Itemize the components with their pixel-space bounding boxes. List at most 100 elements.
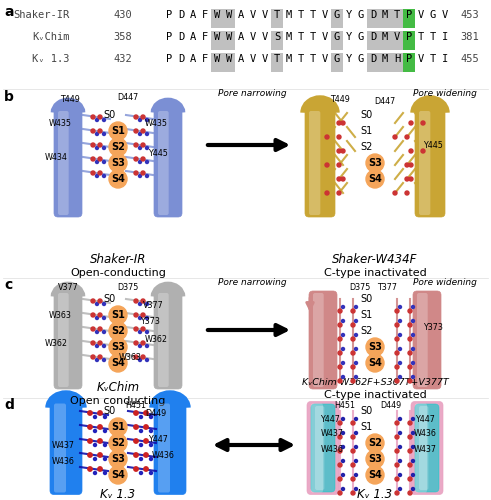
Text: V: V bbox=[262, 54, 268, 64]
Circle shape bbox=[355, 376, 357, 378]
Circle shape bbox=[145, 132, 148, 136]
FancyBboxPatch shape bbox=[271, 31, 283, 50]
Text: W363: W363 bbox=[118, 352, 141, 362]
Circle shape bbox=[355, 474, 357, 476]
Text: A: A bbox=[190, 54, 196, 64]
Text: V: V bbox=[418, 54, 424, 64]
Text: G: G bbox=[430, 10, 436, 20]
Text: V: V bbox=[250, 32, 256, 42]
Circle shape bbox=[134, 299, 138, 303]
Text: S1: S1 bbox=[361, 126, 373, 136]
Circle shape bbox=[395, 477, 399, 481]
Circle shape bbox=[149, 472, 153, 474]
Text: T: T bbox=[418, 32, 424, 42]
Text: W436: W436 bbox=[152, 450, 174, 460]
Circle shape bbox=[366, 354, 384, 372]
Text: Y445: Y445 bbox=[148, 148, 168, 158]
FancyBboxPatch shape bbox=[311, 404, 323, 492]
Circle shape bbox=[134, 355, 138, 359]
FancyBboxPatch shape bbox=[379, 9, 391, 28]
Text: S0: S0 bbox=[104, 294, 116, 304]
FancyBboxPatch shape bbox=[223, 31, 235, 50]
Circle shape bbox=[342, 474, 345, 476]
Text: W437: W437 bbox=[413, 444, 436, 454]
Circle shape bbox=[338, 351, 342, 355]
FancyBboxPatch shape bbox=[309, 111, 320, 215]
Circle shape bbox=[338, 421, 342, 425]
Circle shape bbox=[395, 365, 399, 369]
Circle shape bbox=[96, 160, 99, 164]
Text: 381: 381 bbox=[460, 32, 479, 42]
Circle shape bbox=[138, 330, 141, 334]
Circle shape bbox=[88, 411, 92, 415]
Circle shape bbox=[351, 435, 355, 439]
Text: P: P bbox=[406, 10, 412, 20]
FancyBboxPatch shape bbox=[331, 9, 343, 28]
FancyBboxPatch shape bbox=[211, 31, 223, 50]
Circle shape bbox=[342, 488, 345, 490]
FancyBboxPatch shape bbox=[271, 9, 283, 28]
Circle shape bbox=[325, 149, 329, 153]
Circle shape bbox=[341, 163, 345, 167]
FancyBboxPatch shape bbox=[403, 53, 415, 72]
Circle shape bbox=[408, 491, 412, 495]
Text: M: M bbox=[286, 54, 292, 64]
Text: V: V bbox=[322, 32, 328, 42]
Circle shape bbox=[144, 439, 148, 443]
Text: T: T bbox=[274, 10, 280, 20]
FancyBboxPatch shape bbox=[158, 111, 169, 215]
Text: S2: S2 bbox=[360, 142, 373, 152]
Circle shape bbox=[405, 163, 409, 167]
Circle shape bbox=[351, 477, 355, 481]
Text: T: T bbox=[298, 32, 304, 42]
Circle shape bbox=[341, 121, 345, 125]
FancyBboxPatch shape bbox=[415, 109, 445, 217]
Circle shape bbox=[351, 449, 355, 453]
Circle shape bbox=[103, 132, 106, 136]
Text: P: P bbox=[406, 54, 412, 64]
Circle shape bbox=[103, 118, 106, 122]
Circle shape bbox=[366, 170, 384, 188]
Text: S1: S1 bbox=[111, 422, 125, 432]
Circle shape bbox=[98, 115, 102, 119]
Circle shape bbox=[144, 425, 148, 429]
Circle shape bbox=[144, 467, 148, 471]
Text: D447: D447 bbox=[374, 96, 396, 106]
Circle shape bbox=[91, 355, 95, 359]
FancyBboxPatch shape bbox=[223, 9, 235, 28]
Circle shape bbox=[351, 351, 355, 355]
Text: C-type inactivated: C-type inactivated bbox=[324, 268, 426, 278]
Text: d: d bbox=[4, 398, 14, 412]
FancyBboxPatch shape bbox=[315, 406, 325, 490]
Circle shape bbox=[149, 416, 153, 418]
Text: KᵥChim W362F+S367T+V377T: KᵥChim W362F+S367T+V377T bbox=[301, 378, 448, 387]
FancyBboxPatch shape bbox=[311, 404, 335, 492]
Circle shape bbox=[355, 460, 357, 462]
Circle shape bbox=[366, 466, 384, 484]
Circle shape bbox=[408, 337, 412, 341]
Text: Kᵥ 1.3: Kᵥ 1.3 bbox=[101, 488, 136, 500]
Text: D: D bbox=[178, 54, 184, 64]
Text: W435: W435 bbox=[144, 118, 167, 128]
Text: S3: S3 bbox=[111, 454, 125, 464]
Circle shape bbox=[93, 458, 97, 460]
Circle shape bbox=[337, 163, 341, 167]
Text: S4: S4 bbox=[111, 470, 125, 480]
Circle shape bbox=[134, 341, 138, 345]
Circle shape bbox=[91, 129, 95, 133]
Circle shape bbox=[91, 327, 95, 331]
Text: W436: W436 bbox=[52, 456, 75, 466]
Text: I: I bbox=[442, 32, 448, 42]
Text: S3: S3 bbox=[111, 158, 125, 168]
Circle shape bbox=[342, 334, 345, 336]
Circle shape bbox=[109, 322, 127, 340]
Circle shape bbox=[109, 170, 127, 188]
Text: D: D bbox=[370, 54, 376, 64]
Text: C-type inactivated: C-type inactivated bbox=[324, 390, 426, 400]
Circle shape bbox=[355, 334, 357, 336]
FancyBboxPatch shape bbox=[411, 402, 443, 494]
Circle shape bbox=[351, 463, 355, 467]
Text: W: W bbox=[226, 10, 232, 20]
Circle shape bbox=[409, 177, 413, 181]
Circle shape bbox=[355, 348, 357, 350]
